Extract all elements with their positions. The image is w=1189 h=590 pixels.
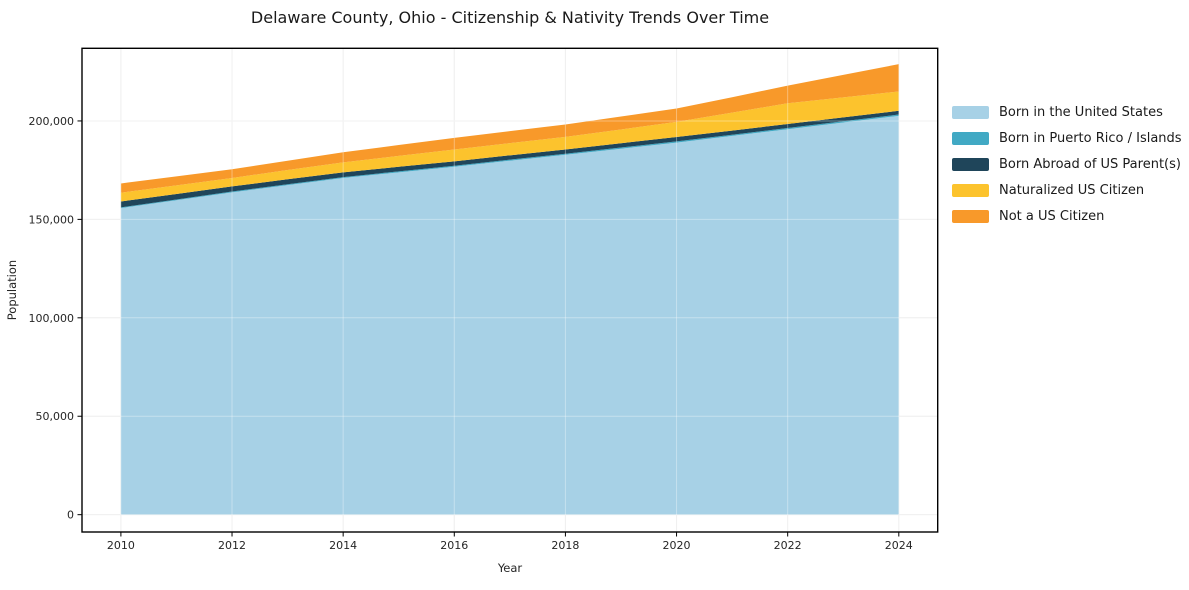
plot-border bbox=[81, 47, 939, 533]
x-tick-label: 2014 bbox=[329, 539, 357, 552]
legend-item-2: Born Abroad of US Parent(s) bbox=[952, 151, 1182, 177]
y-tick-label: 0 bbox=[67, 509, 74, 522]
area-series-4 bbox=[120, 64, 899, 193]
legend-label: Born in the United States bbox=[999, 104, 1163, 120]
legend: Born in the United States Born in Puerto … bbox=[952, 99, 1182, 229]
chart-title: Delaware County, Ohio - Citizenship & Na… bbox=[250, 8, 770, 27]
legend-label: Born in Puerto Rico / Islands bbox=[999, 130, 1182, 146]
legend-label: Born Abroad of US Parent(s) bbox=[999, 156, 1181, 172]
legend-item-4: Not a US Citizen bbox=[952, 203, 1182, 229]
legend-item-0: Born in the United States bbox=[952, 99, 1182, 125]
x-tick-label: 2012 bbox=[218, 539, 246, 552]
x-tick-label: 2010 bbox=[107, 539, 135, 552]
legend-swatch bbox=[952, 105, 989, 119]
legend-swatch bbox=[952, 131, 989, 145]
legend-item-1: Born in Puerto Rico / Islands bbox=[952, 125, 1182, 151]
y-tick-label: 200,000 bbox=[29, 115, 75, 128]
x-tick-label: 2016 bbox=[440, 539, 468, 552]
legend-swatch bbox=[952, 209, 989, 223]
x-tick-label: 2018 bbox=[551, 539, 579, 552]
x-axis-label: Year bbox=[497, 561, 523, 575]
x-tick-label: 2022 bbox=[774, 539, 802, 552]
y-tick-label: 100,000 bbox=[29, 312, 75, 325]
x-tick-label: 2024 bbox=[885, 539, 913, 552]
y-tick-label: 50,000 bbox=[36, 410, 75, 423]
legend-label: Not a US Citizen bbox=[999, 208, 1105, 224]
legend-swatch bbox=[952, 157, 989, 171]
y-axis-label: Population bbox=[5, 259, 19, 321]
area-series-3 bbox=[120, 91, 899, 202]
y-tick-label: 150,000 bbox=[29, 213, 75, 226]
legend-label: Naturalized US Citizen bbox=[999, 182, 1145, 198]
legend-item-3: Naturalized US Citizen bbox=[952, 177, 1182, 203]
legend-swatch bbox=[952, 183, 989, 197]
area-series-2 bbox=[120, 110, 899, 208]
area-series-0 bbox=[120, 115, 899, 515]
x-tick-label: 2020 bbox=[663, 539, 691, 552]
